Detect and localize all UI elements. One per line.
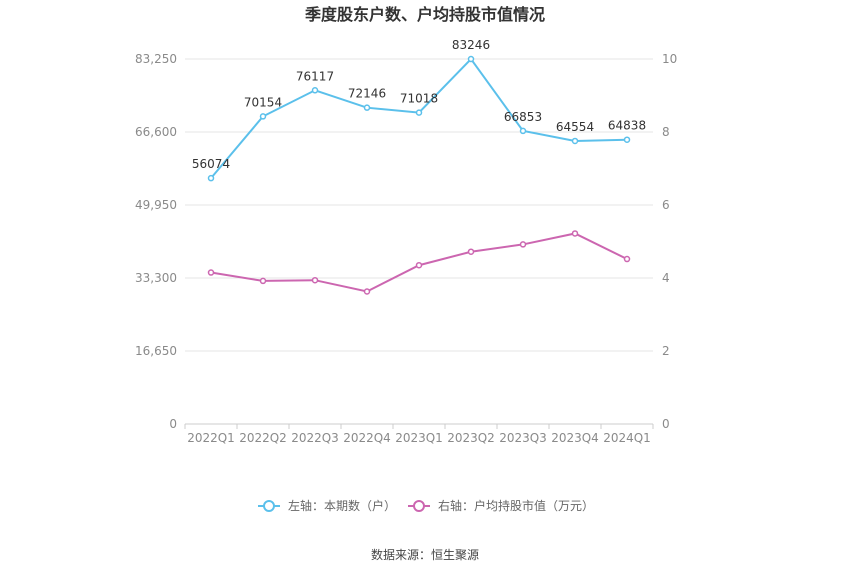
data-label: 64554 [556, 120, 594, 134]
right-tick-label: 6 [662, 198, 670, 212]
data-point[interactable] [363, 104, 371, 111]
data-point[interactable] [623, 136, 631, 143]
data-point[interactable] [259, 277, 267, 285]
right-axis: 0 2 4 6 8 10 [662, 52, 677, 431]
data-point[interactable] [571, 230, 579, 237]
left-tick-label: 83,250 [135, 52, 177, 66]
left-tick-label: 0 [169, 417, 177, 431]
data-label: 76117 [296, 69, 334, 83]
data-point[interactable] [415, 109, 423, 116]
x-axis: 2022Q1 2022Q2 2022Q3 2022Q4 2023Q1 2023Q2 2023… [184, 424, 654, 445]
legend-label: 左轴：本期数（户） [288, 498, 396, 513]
data-point[interactable] [623, 255, 631, 263]
data-label: 71018 [400, 92, 438, 106]
data-point[interactable] [363, 288, 371, 295]
x-tick-label: 2023Q2 [447, 431, 495, 445]
data-point[interactable] [519, 127, 527, 135]
x-tick-label: 2023Q1 [395, 431, 443, 445]
data-label: 72146 [348, 87, 386, 101]
left-tick-label: 49,950 [135, 198, 177, 212]
data-label: 56074 [192, 157, 230, 171]
data-point[interactable] [571, 137, 579, 145]
x-tick-label: 2023Q3 [499, 431, 547, 445]
left-axis: 0 16,650 33,300 49,950 66,600 83,250 [135, 52, 177, 431]
data-point[interactable] [311, 87, 319, 94]
data-point[interactable] [467, 55, 475, 63]
legend-item-2[interactable]: 右轴：户均持股市值（万元） [408, 498, 594, 513]
x-tick-label: 2022Q2 [239, 431, 287, 445]
data-point[interactable] [207, 174, 215, 182]
legend-item-1[interactable]: 左轴：本期数（户） [258, 498, 396, 513]
legend-label: 右轴：户均持股市值（万元） [438, 498, 594, 513]
x-tick-label: 2023Q4 [551, 431, 599, 445]
legend-marker [263, 500, 275, 512]
right-tick-label: 8 [662, 125, 670, 139]
data-label: 64838 [608, 119, 646, 133]
right-tick-label: 4 [662, 271, 670, 285]
data-point[interactable] [311, 276, 319, 284]
x-tick-label: 2022Q3 [291, 431, 339, 445]
right-tick-label: 2 [662, 344, 670, 358]
left-tick-label: 16,650 [135, 344, 177, 358]
data-label: 70154 [244, 95, 282, 109]
x-tick-label: 2022Q4 [343, 431, 391, 445]
right-tick-label: 10 [662, 52, 677, 66]
series-1: 56074 70154 76117 72146 71018 83246 66853 64554… [192, 38, 646, 182]
data-label: 83246 [452, 38, 490, 52]
legend-marker [413, 500, 425, 512]
data-point[interactable] [415, 261, 423, 269]
left-tick-label: 66,600 [135, 125, 177, 139]
x-tick-label: 2022Q1 [187, 431, 235, 445]
series-2 [207, 230, 631, 295]
chart-title: 季度股东户数、户均持股市值情况 [304, 5, 545, 24]
right-tick-label: 0 [662, 417, 670, 431]
source-note: 数据来源：恒生聚源 [371, 547, 479, 562]
data-point[interactable] [519, 241, 527, 248]
data-point[interactable] [259, 113, 267, 120]
series-layer: 56074 70154 76117 72146 71018 83246 66853 64554… [192, 38, 646, 295]
legend[interactable]: 左轴：本期数（户） 右轴：户均持股市值（万元） [258, 498, 594, 513]
x-tick-label: 2024Q1 [603, 431, 651, 445]
data-label: 66853 [504, 110, 542, 124]
series-line [210, 57, 628, 179]
data-point[interactable] [207, 269, 215, 276]
data-point[interactable] [467, 248, 475, 255]
left-tick-label: 33,300 [135, 271, 177, 285]
